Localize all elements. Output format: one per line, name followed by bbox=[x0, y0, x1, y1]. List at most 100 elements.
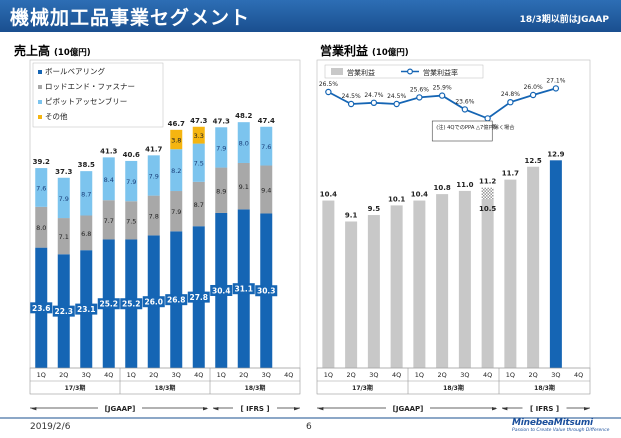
sales-label-bg bbox=[52, 305, 75, 317]
logo-tagline: Passion to Create Value through Differen… bbox=[512, 428, 610, 433]
arrow-right-icon: ► bbox=[492, 405, 498, 413]
sales-tick-label: 3Q bbox=[82, 371, 91, 379]
sales-bar-segment bbox=[215, 167, 228, 213]
sales-data-label: 31.1 bbox=[234, 285, 253, 294]
margin-label: 24.5% bbox=[342, 93, 361, 100]
profit-unit: (10億円) bbox=[372, 48, 409, 58]
profit-tick-label: 2Q bbox=[437, 371, 446, 379]
sales-tick-label: 1Q bbox=[217, 371, 226, 379]
sales-data-label: 9.1 bbox=[239, 183, 249, 191]
header-bar: 機械加工品事業セグメント 18/3期以前はJGAAP bbox=[0, 0, 621, 32]
sales-legend-swatch bbox=[38, 100, 42, 104]
arrow-right-icon: ► bbox=[584, 405, 590, 413]
sales-data-label: 25.2 bbox=[122, 300, 141, 309]
sales-total-label: 47.3 bbox=[213, 117, 230, 125]
sales-unit: (10億円) bbox=[54, 48, 91, 58]
margin-point bbox=[507, 98, 514, 106]
margin-point bbox=[347, 100, 355, 108]
sales-bar-segment bbox=[192, 126, 205, 144]
profit-ifrs-bg bbox=[522, 403, 567, 413]
sales-bar-segment bbox=[57, 177, 70, 219]
sales-legend-swatch bbox=[38, 70, 42, 74]
sales-chart-title: 売上高 (10億円) bbox=[14, 42, 91, 59]
sales-fiscal-year: 18/3期 bbox=[155, 384, 176, 392]
sales-bar-segment bbox=[35, 206, 48, 248]
sales-data-label: 23.6 bbox=[32, 304, 51, 313]
sales-total-label: 41.3 bbox=[100, 147, 117, 155]
margin-point bbox=[461, 106, 469, 113]
sales-data-label: 25.2 bbox=[99, 300, 118, 309]
profit-data-label: 11.0 bbox=[456, 181, 473, 189]
profit-data-label: 10.4 bbox=[320, 191, 337, 199]
profit-bar bbox=[436, 194, 449, 368]
margin-label: 24.8% bbox=[501, 91, 520, 98]
sales-legend-frame bbox=[32, 62, 164, 128]
sales-data-label: 6.8 bbox=[81, 230, 91, 238]
profit-tick-label: 2Q bbox=[528, 371, 537, 379]
sales-total-label: 37.3 bbox=[55, 168, 72, 176]
sales-label-bg bbox=[120, 298, 143, 310]
sales-data-label: 8.9 bbox=[216, 187, 226, 195]
sales-bar-segment bbox=[57, 218, 70, 255]
sales-tick-label: 4Q bbox=[104, 371, 113, 379]
profit-data-label: 12.9 bbox=[547, 150, 564, 158]
profit-bar bbox=[481, 198, 494, 368]
sales-legend-label: ロッドエンド・ファスナー bbox=[45, 82, 135, 91]
profit-data-label: 10.8 bbox=[433, 184, 450, 192]
profit-fiscal-year: 18/3期 bbox=[443, 384, 464, 392]
sales-label-bg bbox=[30, 302, 53, 314]
sales-label-bg bbox=[187, 291, 210, 303]
profit-tick-label: 2Q bbox=[346, 371, 355, 379]
sales-label-bg bbox=[232, 283, 255, 295]
sales-data-label: 7.5 bbox=[126, 217, 136, 225]
sales-ifrs-label: [ IFRS ] bbox=[240, 405, 269, 413]
sales-data-label: 8.7 bbox=[81, 190, 91, 198]
sales-data-label: 8.4 bbox=[104, 176, 114, 184]
margin-point bbox=[552, 85, 560, 92]
profit-data-label: 9.1 bbox=[345, 211, 358, 219]
sales-bar-segment bbox=[170, 129, 183, 150]
sales-data-label: 7.5 bbox=[194, 160, 204, 168]
sales-label-bg bbox=[255, 285, 278, 297]
profit-bar bbox=[322, 200, 335, 368]
profit-bar-ppa bbox=[481, 187, 494, 199]
sales-bar-segment bbox=[80, 171, 93, 216]
sales-data-label: 7.9 bbox=[59, 195, 69, 203]
margin-label: 25.9% bbox=[433, 85, 452, 92]
sales-label-bg bbox=[165, 294, 188, 306]
sales-legend-label: その他 bbox=[45, 111, 68, 121]
sales-data-label: 7.1 bbox=[59, 233, 69, 241]
sales-fiscal-year: 17/3期 bbox=[65, 384, 86, 392]
profit-data-label: 11.2 bbox=[479, 178, 496, 186]
sales-bar-segment bbox=[170, 191, 183, 232]
profit-bar bbox=[345, 221, 358, 368]
sales-tick-label: 1Q bbox=[127, 371, 136, 379]
sales-bar-segment bbox=[260, 165, 273, 214]
sales-data-label: 7.9 bbox=[171, 208, 181, 216]
sales-data-label: 8.2 bbox=[171, 167, 181, 175]
sales-bar-segment bbox=[147, 155, 160, 196]
profit-data-label: 10.5 bbox=[479, 205, 496, 213]
sales-data-label: 7.6 bbox=[261, 143, 271, 151]
profit-data-label: 11.7 bbox=[502, 170, 519, 178]
arrow-left-icon: ◄ bbox=[31, 405, 37, 413]
sales-data-label: 7.6 bbox=[36, 184, 46, 192]
profit-ifrs-label: [ IFRS ] bbox=[530, 405, 559, 413]
sales-tick-label: 2Q bbox=[149, 371, 158, 379]
sales-ifrs-bg bbox=[233, 403, 277, 413]
sales-bar-segment bbox=[147, 195, 160, 236]
sales-total-label: 39.2 bbox=[33, 158, 50, 166]
sales-total-label: 48.2 bbox=[235, 112, 252, 120]
sales-data-label: 23.1 bbox=[77, 305, 96, 314]
sales-bar-segment bbox=[237, 162, 250, 210]
sales-bar-segment bbox=[260, 126, 273, 166]
sales-tick-label: 4Q bbox=[194, 371, 203, 379]
profit-title-text: 営業利益 bbox=[320, 44, 369, 58]
margin-point bbox=[529, 91, 537, 99]
arrow-left-icon: ◄ bbox=[213, 405, 219, 413]
margin-point bbox=[325, 88, 332, 96]
margin-point bbox=[416, 94, 423, 101]
sales-data-label: 7.8 bbox=[149, 213, 159, 221]
sales-total-label: 41.7 bbox=[145, 145, 162, 153]
